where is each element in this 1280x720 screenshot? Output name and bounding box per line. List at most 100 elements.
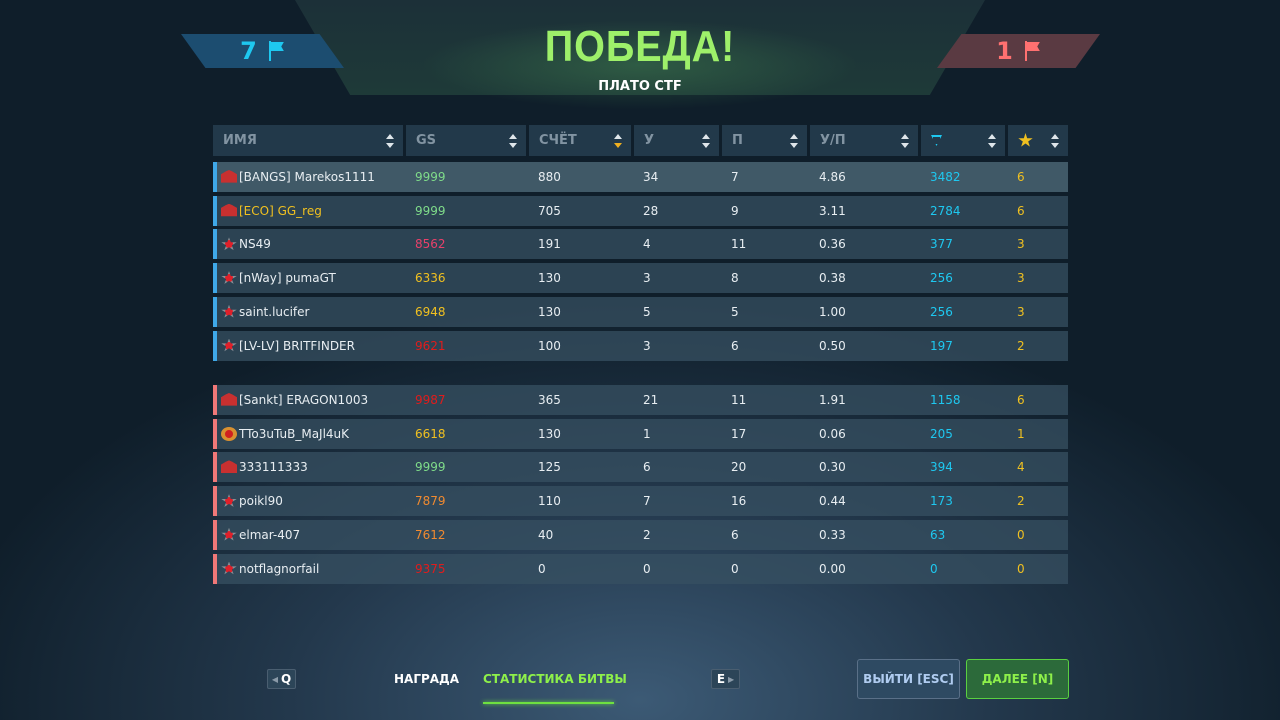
team-color-bar (213, 519, 217, 550)
player-name: TTo3uTuB_MaJl4uK (239, 426, 350, 441)
player-name: [LV-LV] BRITFINDER (239, 338, 355, 353)
tab-reward[interactable]: НАГРАДА (394, 672, 460, 686)
player-crystals: 394 (930, 460, 953, 475)
player-k: 5 (643, 304, 651, 319)
player-stars: 3 (1017, 237, 1025, 252)
rank-star-icon (221, 494, 237, 507)
player-d: 11 (731, 393, 747, 407)
player-crystals: 2784 (930, 203, 961, 218)
player-row[interactable]: TTo3uTuB_MaJl4uK 6618 130 1 17 0.06 205 1 (213, 418, 1068, 449)
player-name: NS49 (239, 237, 271, 252)
player-score: 130 (538, 426, 561, 441)
column-label: СЧЁТ (539, 133, 577, 148)
player-d: 17 (731, 426, 747, 441)
exit-button[interactable]: ВЫЙТИ [ESC] (857, 659, 960, 699)
player-kd: 1.91 (819, 393, 846, 407)
player-crystals: 197 (930, 338, 953, 353)
team-color-bar (213, 296, 217, 327)
next-tab-button[interactable]: E ▶ (711, 669, 740, 689)
player-row[interactable]: saint.lucifer 6948 130 5 5 1.00 256 3 (213, 296, 1068, 327)
player-name: notflagnorfail (239, 561, 320, 576)
player-kd: 0.38 (819, 271, 846, 286)
crystal-icon (931, 135, 942, 146)
player-row[interactable]: [nWay] pumaGT 6336 130 3 8 0.38 256 3 (213, 263, 1068, 294)
arrow-left-icon: ◀ (271, 674, 278, 684)
player-d: 9 (731, 203, 739, 218)
column-label: GS (416, 133, 437, 148)
player-kd: 0.44 (819, 494, 846, 509)
blue-team-score: 7 (181, 34, 344, 68)
player-score: 130 (538, 271, 561, 286)
player-kd: 3.11 (819, 203, 846, 218)
team-color-bar (213, 486, 217, 517)
next-button[interactable]: ДАЛЕЕ [N] (966, 659, 1069, 699)
star-icon (1018, 133, 1033, 147)
player-gs: 9999 (415, 170, 446, 184)
team-color-bar (213, 385, 217, 415)
player-stars: 0 (1017, 527, 1025, 542)
player-score: 125 (538, 460, 561, 475)
player-d: 16 (731, 494, 747, 509)
player-name: [ECO] GG_reg (239, 203, 322, 218)
team-color-bar (213, 195, 217, 226)
player-row[interactable]: poikl90 7879 110 7 16 0.44 173 2 (213, 486, 1068, 517)
player-row[interactable]: 333111333 9999 125 6 20 0.30 394 4 (213, 452, 1068, 483)
player-d: 11 (731, 237, 747, 252)
player-crystals: 3482 (930, 170, 961, 184)
header-glow (420, 20, 860, 110)
team-color-bar (213, 229, 217, 260)
sort-icon (1051, 134, 1059, 148)
player-stars: 6 (1017, 393, 1025, 407)
player-gs: 7612 (415, 527, 446, 542)
tab-battle-stats[interactable]: СТАТИСТИКА БИТВЫ (483, 672, 627, 686)
prev-tab-button[interactable]: ◀ Q (267, 669, 296, 689)
player-score: 880 (538, 170, 561, 184)
player-row[interactable]: NS49 8562 191 4 11 0.36 377 3 (213, 229, 1068, 260)
player-row[interactable]: [LV-LV] BRITFINDER 9621 100 3 6 0.50 197 2 (213, 330, 1068, 361)
player-row[interactable]: [BANGS] Marekos1111 9999 880 34 7 4.86 3482 6 (213, 162, 1068, 192)
player-row[interactable]: [ECO] GG_reg 9999 705 28 9 3.11 2784 6 (213, 195, 1068, 226)
player-score: 110 (538, 494, 561, 509)
player-name: saint.lucifer (239, 304, 310, 319)
player-score: 40 (538, 527, 554, 542)
column-header-stars[interactable] (1008, 125, 1068, 156)
column-header-crystals[interactable] (921, 125, 1005, 156)
player-row[interactable]: [Sankt] ERAGON1003 9987 365 21 11 1.91 1158 6 (213, 385, 1068, 415)
column-header-name[interactable]: ИМЯ (213, 125, 403, 156)
player-name: [Sankt] ERAGON1003 (239, 393, 369, 407)
player-row[interactable]: notflagnorfail 9375 0 0 0 0.00 0 0 (213, 553, 1068, 584)
player-crystals: 63 (930, 527, 946, 542)
player-crystals: 173 (930, 494, 953, 509)
player-stars: 1 (1017, 426, 1025, 441)
player-k: 3 (643, 271, 651, 286)
sort-icon (386, 134, 394, 148)
player-k: 28 (643, 203, 659, 218)
player-name: [BANGS] Marekos1111 (239, 170, 375, 184)
flag-icon (267, 41, 285, 61)
player-stars: 2 (1017, 338, 1025, 353)
sort-icon (988, 134, 996, 148)
player-stars: 3 (1017, 304, 1025, 319)
column-header-kills[interactable]: У (634, 125, 719, 156)
rank-star-icon (221, 271, 237, 284)
player-d: 6 (731, 338, 739, 353)
player-score: 191 (538, 237, 561, 252)
rank-gold-icon (221, 426, 237, 441)
player-k: 3 (643, 338, 651, 353)
player-row[interactable]: elmar-407 7612 40 2 6 0.33 63 0 (213, 519, 1068, 550)
column-header-kd[interactable]: У/П (810, 125, 918, 156)
player-k: 2 (643, 527, 651, 542)
player-crystals: 0 (930, 561, 938, 576)
rank-star-icon (221, 561, 237, 575)
map-name: ПЛАТО CTF (598, 79, 682, 94)
player-score: 0 (538, 561, 546, 576)
sort-icon (901, 134, 909, 148)
rank-winged-icon (221, 203, 237, 217)
column-header-score[interactable]: СЧЁТ (529, 125, 631, 156)
player-d: 0 (731, 561, 739, 576)
player-k: 34 (643, 170, 659, 184)
column-header-gs[interactable]: GS (406, 125, 526, 156)
player-gs: 9621 (415, 338, 446, 353)
rank-winged-icon (221, 170, 237, 183)
column-header-deaths[interactable]: П (722, 125, 807, 156)
